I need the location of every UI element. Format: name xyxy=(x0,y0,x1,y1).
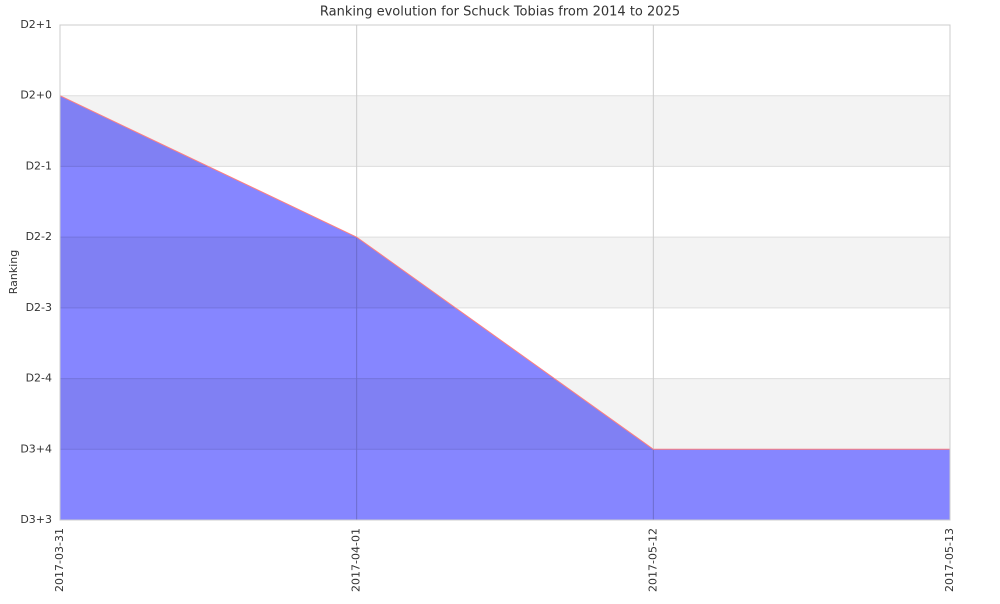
x-tick-label: 2017-03-31 xyxy=(53,528,66,592)
x-tick-label: 2017-05-13 xyxy=(943,528,956,592)
y-tick-label: D3+4 xyxy=(20,442,52,455)
chart-title: Ranking evolution for Schuck Tobias from… xyxy=(320,5,680,20)
y-tick-label: D2-4 xyxy=(26,372,52,385)
y-axis-label: Ranking xyxy=(7,250,20,295)
y-tick-label: D2+0 xyxy=(20,89,52,102)
x-tick-label: 2017-05-12 xyxy=(646,528,659,592)
y-tick-label: D2-2 xyxy=(26,230,52,243)
grid-band xyxy=(60,95,950,167)
y-tick-label: D2-3 xyxy=(26,301,52,314)
y-tick-label: D3+3 xyxy=(20,513,52,526)
y-tick-label: D2+1 xyxy=(20,18,52,31)
y-tick-label: D2-1 xyxy=(26,159,52,172)
plot-border xyxy=(59,24,951,521)
line xyxy=(59,95,950,450)
x-tick-label: 2017-04-01 xyxy=(350,528,363,592)
